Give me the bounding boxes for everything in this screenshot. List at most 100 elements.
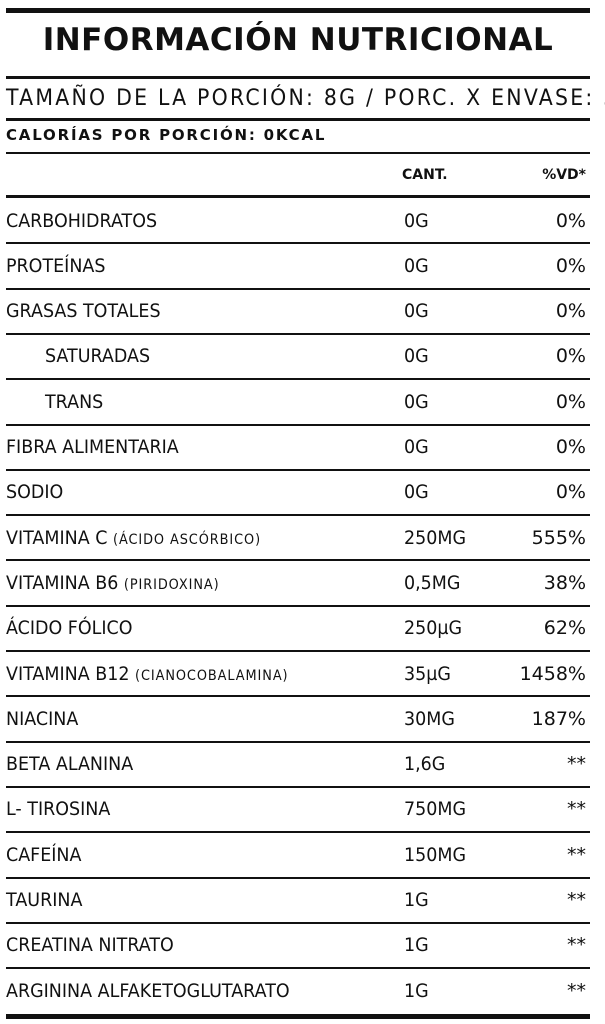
nutrient-name-text: NIACINA [6,707,79,730]
nutrient-daily-value: 555% [531,526,586,549]
row-divider [6,785,590,788]
nutrient-name-text: L- TIROSINA [6,798,111,821]
bottom-rule [6,1014,590,1019]
nutrient-name-text: CAFEÍNA [6,843,82,866]
nutrient-amount: 1G [404,934,429,957]
nutrient-name: GRASAS TOTALES [6,300,161,322]
nutrient-name-text: SATURADAS [45,345,151,368]
nutrient-row: SATURADAS 0G 0% [6,334,590,379]
nutrient-row: GRASAS TOTALES 0G 0% [6,289,590,334]
nutrient-amount: 35µG [404,662,451,685]
nutrient-name: L- TIROSINA [6,798,110,820]
top-rule [6,8,590,13]
nutrient-name: TRANS [45,391,103,413]
nutrient-name-text: SODIO [6,481,64,504]
label-title: INFORMACIÓN NUTRICIONAL [42,22,554,58]
nutrient-row: VITAMINA B6 (PIRIDOXINA) 0,5MG 38% [6,560,590,605]
nutrient-name: CAFEÍNA [6,844,81,866]
nutrient-daily-value: 1458% [519,662,586,685]
nutrient-daily-value: ** [567,979,586,1002]
row-divider [6,921,590,924]
row-divider [6,876,590,879]
nutrient-row: VITAMINA B12 (CIANOCOBALAMINA) 35µG 1458% [6,651,590,696]
calories-line: CALORÍAS POR PORCIÓN: 0KCAL [6,126,327,144]
row-divider [6,514,590,517]
nutrient-amount: 1,6G [404,753,446,776]
nutrient-amount: 0G [404,209,429,232]
nutrient-row: TAURINA 1G ** [6,878,590,923]
nutrient-name-text: FIBRA ALIMENTARIA [6,436,179,458]
nutrient-row: VITAMINA C (ÁCIDO ASCÓRBICO) 250MG 555% [6,515,590,560]
nutrient-amount: 750MG [404,798,466,821]
nutrient-row: PROTEÍNAS 0G 0% [6,243,590,288]
nutrient-name: VITAMINA B12 (CIANOCOBALAMINA) [6,663,289,685]
nutrient-daily-value: 0% [555,436,586,458]
row-divider [6,378,590,381]
row-divider [6,604,590,607]
nutrient-row: TRANS 0G 0% [6,379,590,424]
nutrient-name: SODIO [6,481,63,503]
nutrient-row: FIBRA ALIMENTARIA 0G 0% [6,425,590,470]
row-divider [6,423,590,426]
nutrition-facts-panel: INFORMACIÓN NUTRICIONAL TAMAÑO DE LA POR… [6,0,605,1024]
row-divider [6,242,590,245]
nutrient-row: SODIO 0G 0% [6,470,590,515]
nutrient-daily-value: ** [567,843,586,866]
nutrient-amount: 0G [404,390,429,413]
nutrient-name-text: BETA ALANINA [6,753,134,776]
nutrient-name: ÁCIDO FÓLICO [6,617,132,639]
nutrient-row: ÁCIDO FÓLICO 250µG 62% [6,606,590,651]
nutrient-daily-value: 0% [555,254,586,277]
nutrient-name: VITAMINA B6 (PIRIDOXINA) [6,572,220,594]
nutrient-amount: 1G [404,979,429,1002]
nutrient-daily-value: 0% [555,345,586,368]
nutrient-row: CARBOHIDRATOS 0G 0% [6,198,590,243]
nutrient-row: CAFEÍNA 150MG ** [6,832,590,877]
nutrient-amount: 1G [404,889,429,911]
nutrient-daily-value: 0% [555,390,586,413]
row-divider [6,740,590,743]
row-divider [6,468,590,471]
nutrient-daily-value: 0% [555,481,586,504]
nutrient-amount: 0G [404,436,429,458]
nutrient-row: NIACINA 30MG 187% [6,696,590,741]
nutrient-name: ARGININA ALFAKETOGLUTARATO [6,980,290,1002]
row-divider [6,967,590,970]
nutrient-name-text: ARGININA ALFAKETOGLUTARATO [6,979,290,1002]
nutrient-daily-value: ** [567,934,586,957]
nutrient-name-text: VITAMINA B6 [6,571,119,594]
nutrient-daily-value: ** [567,889,586,911]
nutrient-amount: 150MG [404,843,466,866]
nutrient-amount: 0,5MG [404,571,461,594]
serving-info: TAMAÑO DE LA PORCIÓN: 8G / PORC. X ENVAS… [6,86,605,111]
nutrient-daily-value: ** [567,798,586,821]
nutrient-amount: 0G [404,345,429,368]
row-divider [6,831,590,834]
nutrient-name-text: ÁCIDO FÓLICO [6,617,133,640]
nutrient-amount: 0G [404,254,429,277]
nutrient-name-text: CARBOHIDRATOS [6,209,158,232]
nutrient-amount: 0G [404,481,429,504]
nutrient-daily-value: 187% [531,707,586,730]
nutrient-note: (ÁCIDO ASCÓRBICO) [112,531,262,548]
nutrient-amount: 30MG [404,707,455,730]
nutrient-name: VITAMINA C (ÁCIDO ASCÓRBICO) [6,527,261,549]
calories-rule [6,152,590,154]
row-divider [6,559,590,562]
nutrient-name: SATURADAS [45,345,150,367]
nutrient-name: TAURINA [6,889,82,911]
serving-rule [6,118,590,121]
row-divider [6,332,590,335]
nutrient-row: L- TIROSINA 750MG ** [6,787,590,832]
nutrient-amount: 0G [404,300,429,323]
row-divider [6,650,590,652]
nutrient-row: BETA ALANINA 1,6G ** [6,742,590,787]
nutrient-name: PROTEÍNAS [6,255,105,277]
nutrient-name: CREATINA NITRATO [6,934,174,956]
nutrient-daily-value: 0% [555,209,586,232]
nutrient-name-text: VITAMINA C [6,526,108,549]
amount-header: CANT. [402,167,448,183]
nutrient-row: ARGININA ALFAKETOGLUTARATO 1G ** [6,968,590,1013]
nutrient-amount: 250MG [404,526,466,549]
nutrient-name-text: CREATINA NITRATO [6,934,174,957]
